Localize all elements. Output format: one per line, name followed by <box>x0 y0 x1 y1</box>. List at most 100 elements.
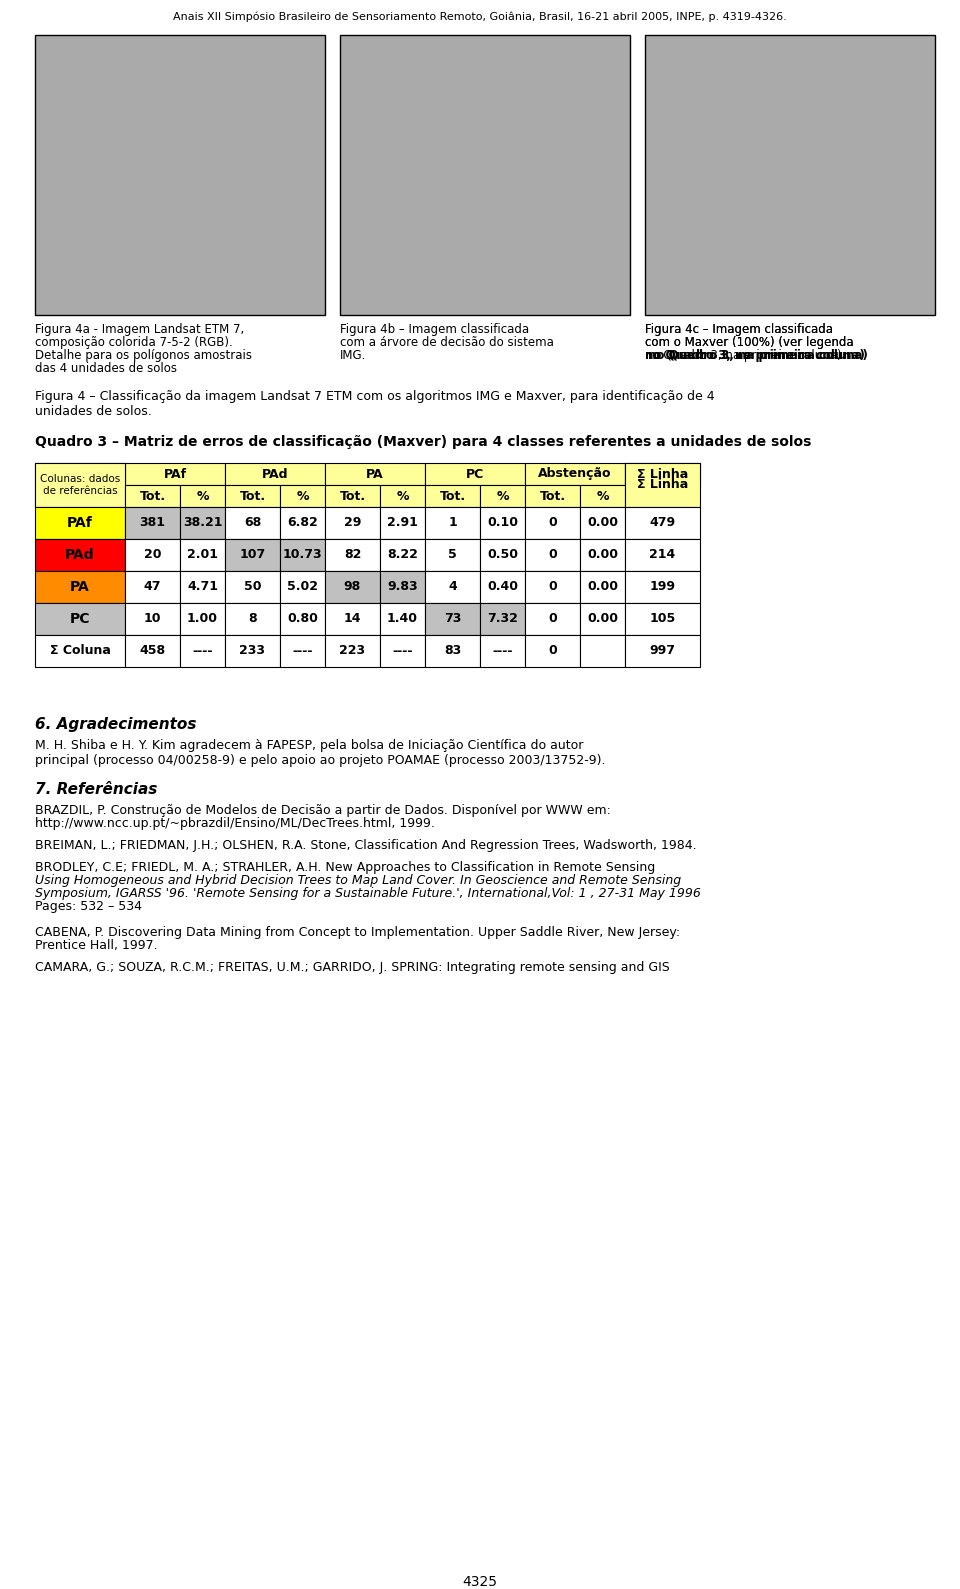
Text: no Quadro 3, na primeira coluna): no Quadro 3, na primeira coluna) <box>645 350 842 362</box>
Text: 997: 997 <box>650 645 676 658</box>
Text: 29: 29 <box>344 516 361 529</box>
FancyBboxPatch shape <box>380 636 425 667</box>
Text: PC: PC <box>466 467 484 480</box>
FancyBboxPatch shape <box>625 602 700 636</box>
Text: Tot.: Tot. <box>440 489 466 502</box>
Text: 0.00: 0.00 <box>587 516 618 529</box>
FancyBboxPatch shape <box>35 636 125 667</box>
Text: 47: 47 <box>144 580 161 594</box>
FancyBboxPatch shape <box>325 507 380 539</box>
Text: 68: 68 <box>244 516 261 529</box>
Text: Figura 4b – Imagem classificada: Figura 4b – Imagem classificada <box>340 323 529 335</box>
FancyBboxPatch shape <box>480 570 525 602</box>
Text: 1: 1 <box>448 516 457 529</box>
FancyBboxPatch shape <box>225 602 280 636</box>
FancyBboxPatch shape <box>325 462 425 485</box>
Text: Σ Coluna: Σ Coluna <box>50 645 110 658</box>
Text: 4: 4 <box>448 580 457 594</box>
Text: Σ Linha: Σ Linha <box>636 478 688 491</box>
FancyBboxPatch shape <box>35 462 125 507</box>
Text: ----: ---- <box>393 645 413 658</box>
Text: 223: 223 <box>340 645 366 658</box>
Text: 0.00: 0.00 <box>587 548 618 561</box>
Text: Figura 4 – Classificação da imagem Landsat 7 ETM com os algoritmos IMG e Maxver,: Figura 4 – Classificação da imagem Lands… <box>35 389 714 418</box>
FancyBboxPatch shape <box>125 462 225 485</box>
FancyBboxPatch shape <box>325 636 380 667</box>
Text: 14: 14 <box>344 612 361 626</box>
Text: 5: 5 <box>448 548 457 561</box>
Text: 20: 20 <box>144 548 161 561</box>
Text: Quadro 3 – Matriz de erros de classificação (Maxver) para 4 classes referentes a: Quadro 3 – Matriz de erros de classifica… <box>35 435 811 450</box>
FancyBboxPatch shape <box>580 539 625 570</box>
Text: 0.10: 0.10 <box>487 516 518 529</box>
FancyBboxPatch shape <box>35 602 125 636</box>
FancyBboxPatch shape <box>525 507 580 539</box>
FancyBboxPatch shape <box>525 636 580 667</box>
FancyBboxPatch shape <box>380 602 425 636</box>
Text: %: % <box>396 489 409 502</box>
Text: http://www.ncc.up.pt/~pbrazdil/Ensino/ML/DecTrees.html, 1999.: http://www.ncc.up.pt/~pbrazdil/Ensino/ML… <box>35 817 435 829</box>
Text: 5.02: 5.02 <box>287 580 318 594</box>
FancyBboxPatch shape <box>380 570 425 602</box>
Text: PAf: PAf <box>163 467 186 480</box>
Text: Using Homogeneous and Hybrid Decision Trees to Map Land Cover. In Geoscience and: Using Homogeneous and Hybrid Decision Tr… <box>35 874 682 887</box>
FancyBboxPatch shape <box>380 507 425 539</box>
Text: CABENA, P. Discovering Data Mining from Concept to Implementation. Upper Saddle : CABENA, P. Discovering Data Mining from … <box>35 926 680 939</box>
Text: 10.73: 10.73 <box>282 548 323 561</box>
FancyBboxPatch shape <box>525 462 625 485</box>
Text: 4325: 4325 <box>463 1575 497 1589</box>
FancyBboxPatch shape <box>580 570 625 602</box>
FancyBboxPatch shape <box>325 539 380 570</box>
FancyBboxPatch shape <box>580 507 625 539</box>
FancyBboxPatch shape <box>225 636 280 667</box>
Text: Figura 4c – Imagem classificada: Figura 4c – Imagem classificada <box>645 323 833 335</box>
Text: %: % <box>596 489 609 502</box>
FancyBboxPatch shape <box>525 539 580 570</box>
FancyBboxPatch shape <box>580 636 625 667</box>
FancyBboxPatch shape <box>525 602 580 636</box>
Text: 0: 0 <box>548 548 557 561</box>
FancyBboxPatch shape <box>625 507 700 539</box>
Text: PAd: PAd <box>262 467 288 480</box>
FancyBboxPatch shape <box>280 539 325 570</box>
Text: 233: 233 <box>239 645 266 658</box>
Text: das 4 unidades de solos: das 4 unidades de solos <box>35 362 177 375</box>
Text: ----: ---- <box>192 645 213 658</box>
Text: %: % <box>196 489 208 502</box>
FancyBboxPatch shape <box>35 570 125 602</box>
Text: 105: 105 <box>649 612 676 626</box>
Text: 2.01: 2.01 <box>187 548 218 561</box>
Text: PA: PA <box>366 467 384 480</box>
Text: de referências: de referências <box>42 486 117 496</box>
FancyBboxPatch shape <box>625 462 700 485</box>
Text: 8.22: 8.22 <box>387 548 418 561</box>
Text: %: % <box>297 489 309 502</box>
FancyBboxPatch shape <box>645 35 935 315</box>
FancyBboxPatch shape <box>125 485 180 507</box>
FancyBboxPatch shape <box>280 507 325 539</box>
Text: Tot.: Tot. <box>139 489 165 502</box>
FancyBboxPatch shape <box>280 636 325 667</box>
FancyBboxPatch shape <box>425 570 480 602</box>
FancyBboxPatch shape <box>35 539 125 570</box>
Text: com o Maxver (100%) (ver legenda: com o Maxver (100%) (ver legenda <box>645 335 853 350</box>
FancyBboxPatch shape <box>480 539 525 570</box>
FancyBboxPatch shape <box>180 539 225 570</box>
Text: BRODLEY, C.E; FRIEDL, M. A.; STRAHLER, A.H. New Approaches to Classification in : BRODLEY, C.E; FRIEDL, M. A.; STRAHLER, A… <box>35 861 656 874</box>
FancyBboxPatch shape <box>325 570 380 602</box>
FancyBboxPatch shape <box>480 507 525 539</box>
FancyBboxPatch shape <box>280 570 325 602</box>
Text: 0: 0 <box>548 612 557 626</box>
Text: 214: 214 <box>649 548 676 561</box>
Text: 8: 8 <box>249 612 257 626</box>
Text: 0.40: 0.40 <box>487 580 518 594</box>
Text: Tot.: Tot. <box>340 489 366 502</box>
Text: PA: PA <box>70 580 90 594</box>
Text: BREIMAN, L.; FRIEDMAN, J.H.; OLSHEN, R.A. Stone, Classification And Regression T: BREIMAN, L.; FRIEDMAN, J.H.; OLSHEN, R.A… <box>35 839 697 852</box>
Text: com o Maxver (100%) (ver legenda: com o Maxver (100%) (ver legenda <box>645 335 853 350</box>
FancyBboxPatch shape <box>425 485 480 507</box>
Text: 0.80: 0.80 <box>287 612 318 626</box>
FancyBboxPatch shape <box>525 570 580 602</box>
FancyBboxPatch shape <box>425 462 525 485</box>
Text: no Quadro 3, na primeira coluna): no Quadro 3, na primeira coluna) <box>645 350 865 362</box>
